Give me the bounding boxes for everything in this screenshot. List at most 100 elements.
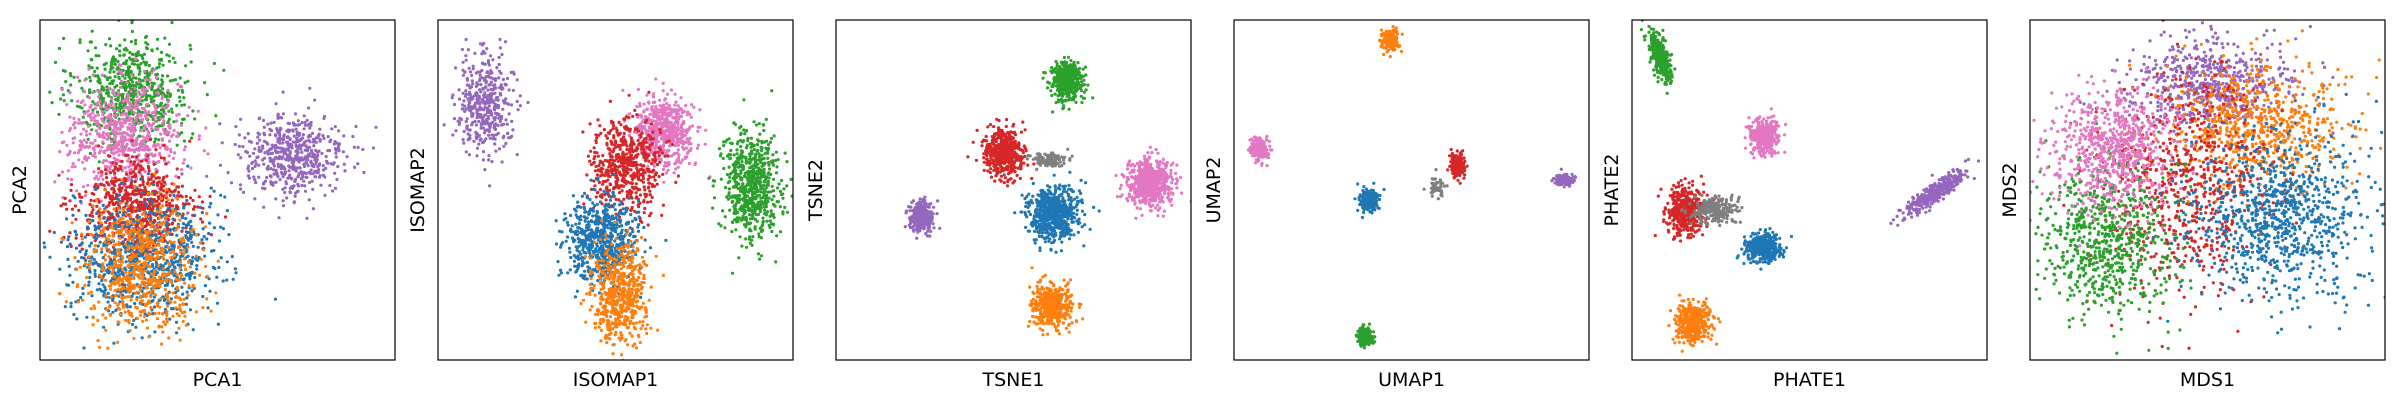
data-point [148, 250, 152, 254]
data-point [127, 295, 131, 299]
data-point [163, 272, 167, 276]
data-point [479, 106, 483, 110]
data-point [151, 144, 155, 148]
data-point [107, 94, 111, 98]
data-point [119, 70, 123, 74]
data-point [314, 162, 318, 166]
data-point [90, 128, 94, 132]
data-point [320, 151, 324, 155]
data-point [171, 156, 176, 161]
data-point [142, 87, 146, 91]
data-point [250, 166, 255, 171]
data-point [193, 188, 197, 192]
data-point [81, 292, 85, 296]
data-point [122, 207, 126, 211]
data-point [493, 118, 497, 122]
data-point [687, 149, 691, 153]
data-point [511, 70, 515, 74]
data-point [252, 175, 256, 179]
data-point [95, 66, 99, 70]
data-point [142, 52, 146, 56]
data-point [612, 159, 617, 163]
data-point [503, 40, 508, 44]
data-point [133, 172, 137, 176]
data-point [93, 114, 97, 118]
data-point [101, 229, 105, 233]
data-point [141, 191, 145, 195]
data-point [190, 259, 195, 263]
data-point [154, 176, 158, 180]
data-point [111, 310, 115, 314]
data-point [452, 102, 457, 107]
data-point [144, 204, 148, 208]
data-point [171, 217, 175, 221]
data-point [182, 206, 186, 210]
data-point [174, 320, 179, 324]
data-point [314, 136, 318, 140]
data-point [85, 315, 89, 319]
data-point [118, 312, 122, 316]
data-point [200, 200, 204, 204]
data-point [704, 128, 708, 132]
data-point [147, 110, 151, 114]
data-point [481, 86, 485, 91]
data-point [144, 158, 148, 162]
data-point [484, 137, 488, 141]
data-point [677, 156, 681, 160]
data-point [162, 211, 166, 215]
data-point [215, 301, 220, 305]
data-point [487, 154, 491, 158]
data-point [505, 131, 510, 136]
data-point [132, 318, 136, 322]
data-point [174, 277, 178, 281]
data-point [285, 140, 289, 144]
data-point [111, 161, 115, 165]
data-point [186, 293, 190, 297]
data-point [62, 99, 66, 103]
data-point [141, 135, 145, 139]
data-point [106, 91, 110, 95]
data-point [59, 97, 63, 101]
data-point [171, 78, 175, 82]
data-point [110, 122, 115, 126]
data-point [170, 198, 174, 202]
data-point [78, 79, 82, 83]
data-point [149, 177, 153, 181]
data-point [500, 52, 504, 57]
data-point [117, 147, 121, 151]
data-point [161, 184, 166, 188]
data-point [495, 66, 499, 70]
data-point [102, 120, 106, 124]
data-point [181, 319, 185, 323]
data-point [239, 187, 243, 191]
data-point [213, 267, 217, 271]
data-point [515, 153, 519, 157]
data-point [155, 209, 159, 214]
data-point [154, 260, 158, 264]
data-point [169, 212, 173, 216]
data-point [698, 108, 702, 112]
data-point [302, 162, 306, 166]
data-point [162, 175, 166, 179]
data-point [191, 328, 195, 332]
data-point [151, 252, 155, 256]
data-point [482, 76, 486, 80]
data-point [139, 93, 143, 97]
data-point [144, 41, 148, 45]
data-point [134, 165, 138, 169]
data-point [165, 292, 170, 296]
data-point [160, 275, 165, 279]
data-point [104, 43, 108, 47]
data-point [48, 229, 52, 233]
data-point [182, 158, 187, 162]
data-point [89, 115, 93, 119]
data-point [67, 235, 71, 239]
data-point [157, 215, 162, 220]
data-point [287, 122, 291, 126]
data-point [277, 165, 281, 169]
data-point [253, 159, 257, 163]
data-point [258, 138, 262, 142]
data-point [129, 214, 133, 218]
data-point [489, 87, 493, 91]
data-point [114, 209, 118, 213]
